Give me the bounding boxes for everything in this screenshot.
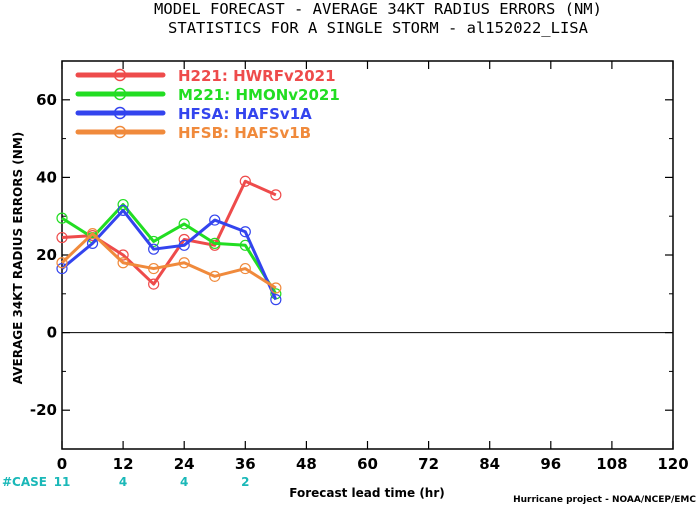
x-tick-label: 60 xyxy=(357,455,378,473)
legend-marker-m221 xyxy=(113,87,127,101)
x-tick-label: 36 xyxy=(235,455,256,473)
data-point-h221 xyxy=(148,278,160,290)
data-point-hfsb xyxy=(178,257,190,269)
data-point-m221 xyxy=(56,212,68,224)
chart-subtitle: STATISTICS FOR A SINGLE STORM - al152022… xyxy=(168,19,589,37)
x-tick-label: 84 xyxy=(479,455,500,473)
data-point-h221 xyxy=(117,249,129,261)
case-count-label: #CASE xyxy=(2,475,47,489)
data-point-hfsa xyxy=(239,226,251,238)
x-tick-label: 0 xyxy=(57,455,67,473)
legend-label-h221: H221: HWRFv2021 xyxy=(178,67,336,85)
x-tick-label: 72 xyxy=(418,455,439,473)
data-point-hfsb xyxy=(239,262,251,275)
legend-marker-h221 xyxy=(113,68,127,82)
data-point-hfsb xyxy=(209,270,221,282)
x-tick-label: 24 xyxy=(174,455,195,473)
data-point-hfsb xyxy=(148,262,160,275)
legend-label-hfsb: HFSB: HAFSv1B xyxy=(178,124,311,142)
plot-frame xyxy=(61,60,674,450)
y-tick-label: 40 xyxy=(36,168,57,186)
legend-label-hfsa: HFSA: HAFSv1A xyxy=(178,105,312,123)
data-point-m221 xyxy=(178,218,190,230)
data-point-hfsa xyxy=(270,294,282,306)
data-point-m221 xyxy=(209,237,221,249)
data-point-hfsb xyxy=(56,257,68,269)
data-point-h221 xyxy=(239,175,251,187)
x-tick-label: 12 xyxy=(113,455,134,473)
data-point-hfsa xyxy=(56,262,68,275)
x-tick-label: 120 xyxy=(657,455,688,473)
x-tick-label: 108 xyxy=(596,455,627,473)
y-tick-label: 20 xyxy=(36,246,57,264)
data-point-hfsb xyxy=(86,228,99,240)
case-count: 11 xyxy=(54,475,71,489)
case-count: 2 xyxy=(241,475,249,489)
x-tick-label: 48 xyxy=(296,455,317,473)
x-tick-label: 96 xyxy=(540,455,561,473)
legend-marker-hfsb xyxy=(113,125,127,139)
credit-text: Hurricane project - NOAA/NCEP/EMC xyxy=(513,495,696,505)
legend-label-m221: M221: HMONv2021 xyxy=(178,86,340,104)
y-axis-label: AVERAGE 34KT RADIUS ERRORS (NM) xyxy=(11,132,25,384)
data-point-hfsb xyxy=(117,257,129,269)
x-axis-label: Forecast lead time (hr) xyxy=(289,486,445,500)
data-point-h221 xyxy=(270,189,282,201)
data-point-hfsa xyxy=(148,243,160,255)
y-tick-label: 0 xyxy=(47,324,57,342)
data-point-h221 xyxy=(56,231,68,244)
y-tick-label: 60 xyxy=(36,91,57,109)
chart-title: MODEL FORECAST - AVERAGE 34KT RADIUS ERR… xyxy=(154,0,602,18)
data-point-hfsa xyxy=(209,214,221,226)
case-count: 4 xyxy=(119,475,127,489)
data-point-hfsb xyxy=(270,282,282,294)
data-point-hfsa xyxy=(178,239,190,251)
legend-marker-hfsa xyxy=(113,106,127,120)
data-point-hfsa xyxy=(117,204,129,216)
y-tick-label: -20 xyxy=(30,401,57,419)
series-line-m221 xyxy=(61,203,278,295)
series-line-hfsa xyxy=(61,208,278,301)
case-count: 4 xyxy=(180,475,188,489)
